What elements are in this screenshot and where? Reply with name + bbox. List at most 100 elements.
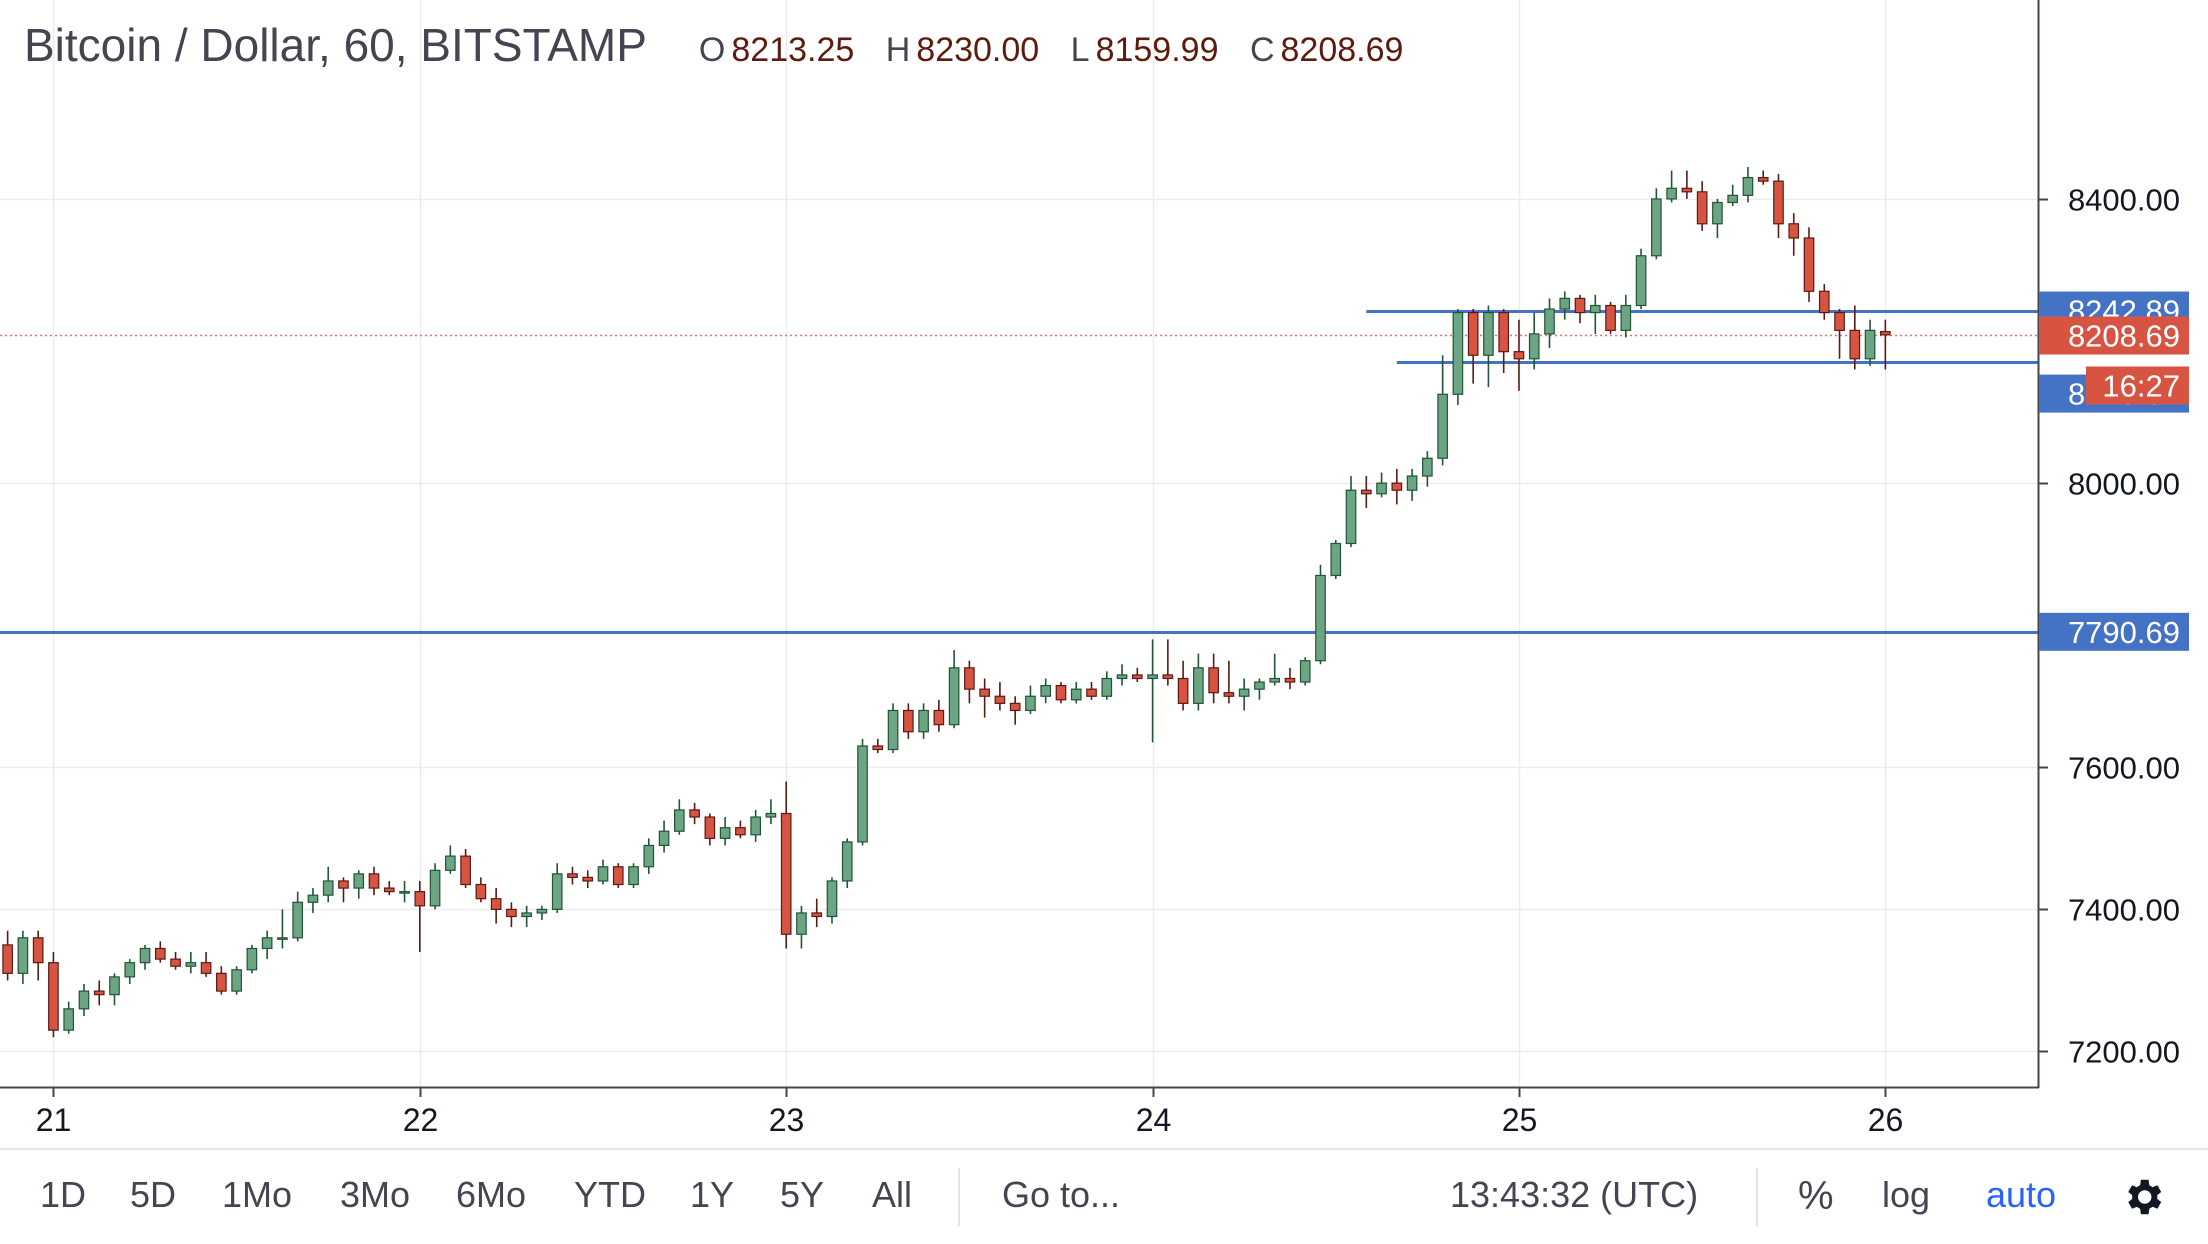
- candle-body: [2, 944, 13, 974]
- close-value: 8208.69: [1280, 31, 1404, 69]
- bar-countdown-text: 16:27: [2102, 369, 2180, 404]
- candle-body: [1864, 329, 1876, 360]
- candle: [1131, 667, 1143, 683]
- range-ytd-button[interactable]: YTD: [574, 1174, 646, 1215]
- candle-body: [521, 912, 533, 918]
- range-all-button[interactable]: All: [872, 1174, 913, 1215]
- candle-body: [1559, 297, 1571, 310]
- candle-body: [216, 972, 227, 992]
- toolbar-divider: [1756, 1168, 1758, 1226]
- low-value: 8159.99: [1095, 31, 1219, 69]
- candle-body: [246, 947, 258, 971]
- candle: [216, 966, 227, 995]
- candle: [1360, 476, 1372, 508]
- range-1y-button[interactable]: 1Y: [690, 1174, 735, 1215]
- candle-body: [170, 958, 181, 967]
- candle: [612, 863, 624, 889]
- candle-body: [979, 688, 990, 697]
- candle: [170, 952, 181, 970]
- candle-body: [1498, 312, 1510, 353]
- candle-body: [1452, 312, 1464, 395]
- candle-body: [1651, 198, 1662, 257]
- candle-body: [689, 809, 700, 818]
- candle-body: [78, 990, 90, 1010]
- candle-body: [857, 745, 868, 843]
- x-tick-label: 21: [36, 1102, 72, 1138]
- auto-scale-toggle[interactable]: auto: [1986, 1174, 2057, 1215]
- candle-body: [1193, 667, 1204, 704]
- candle-body: [506, 908, 517, 918]
- level-price-label: 7790.69: [2039, 612, 2189, 651]
- candle: [460, 848, 471, 889]
- price-axis[interactable]: 7200.00 7400.00 7600.00 8000.00 8400.00: [2038, 183, 2180, 1070]
- candle-body: [1773, 180, 1784, 225]
- candle: [1605, 301, 1616, 334]
- candle-body: [1025, 695, 1036, 712]
- time-axis[interactable]: 21 22 23 24 25 26: [36, 1087, 1904, 1138]
- candle-body: [1009, 702, 1021, 712]
- gear-icon[interactable]: [2120, 1174, 2166, 1220]
- candle: [139, 944, 151, 970]
- range-1d-button[interactable]: 1D: [40, 1174, 87, 1215]
- candle: [78, 983, 90, 1016]
- candle: [735, 820, 746, 839]
- candle-body: [1513, 351, 1525, 360]
- candle-body: [1238, 688, 1250, 697]
- candle-body: [1620, 304, 1632, 331]
- candle: [48, 952, 59, 1038]
- candle-body: [93, 990, 105, 996]
- candle-body: [353, 873, 365, 889]
- range-6mo-button[interactable]: 6Mo: [456, 1174, 527, 1215]
- candle: [1818, 284, 1830, 320]
- candle: [185, 952, 197, 974]
- candle: [1559, 291, 1571, 320]
- range-1mo-button[interactable]: 1Mo: [222, 1174, 293, 1215]
- utc-clock[interactable]: 13:43:32 (UTC): [1450, 1174, 1699, 1215]
- candle-body: [1284, 677, 1296, 683]
- candle: [292, 891, 304, 942]
- percent-scale-toggle[interactable]: %: [1798, 1174, 1834, 1218]
- candle: [780, 781, 792, 949]
- candle: [857, 738, 868, 846]
- candle-body: [1040, 684, 1052, 697]
- candle-body: [1712, 201, 1723, 225]
- candle: [1589, 294, 1601, 334]
- candle: [1162, 639, 1174, 686]
- candle: [719, 817, 731, 846]
- candle-body: [399, 891, 410, 894]
- price-chart[interactable]: 7200.00 7400.00 7600.00 8000.00 8400.00 21 22…: [0, 0, 2208, 1148]
- candle-body: [811, 912, 823, 918]
- candle-body: [1696, 191, 1708, 225]
- x-tick-label: 24: [1136, 1102, 1172, 1138]
- candle: [1757, 170, 1769, 185]
- candle-body: [1345, 489, 1357, 545]
- candle-body: [490, 898, 502, 910]
- candle: [1269, 653, 1281, 686]
- candle-body: [1070, 688, 1082, 701]
- candle: [811, 898, 823, 928]
- candle: [261, 930, 273, 960]
- log-scale-toggle[interactable]: log: [1882, 1174, 1931, 1215]
- candle: [383, 880, 395, 896]
- candle: [1864, 319, 1876, 366]
- x-tick-label: 23: [769, 1102, 805, 1138]
- goto-date-button[interactable]: Go to...: [1002, 1174, 1121, 1215]
- range-5y-button[interactable]: 5Y: [780, 1174, 825, 1215]
- candle: [1147, 639, 1158, 743]
- candle: [353, 870, 365, 899]
- candle-body: [994, 695, 1006, 704]
- candle: [1574, 294, 1586, 324]
- current-price-label: 8208.69: [2039, 316, 2189, 355]
- candle-body: [567, 873, 578, 879]
- range-3mo-button[interactable]: 3Mo: [340, 1174, 411, 1215]
- candle: [1040, 678, 1052, 704]
- high-value: 8230.00: [916, 31, 1040, 69]
- candle: [979, 678, 990, 718]
- candle-body: [796, 912, 807, 935]
- candle-body: [261, 937, 273, 950]
- range-5d-button[interactable]: 5D: [130, 1174, 177, 1215]
- bar-countdown-label: 16:27: [2086, 366, 2189, 405]
- candle-body: [1147, 674, 1158, 680]
- candle-body: [1330, 542, 1342, 577]
- candle-body: [933, 709, 945, 726]
